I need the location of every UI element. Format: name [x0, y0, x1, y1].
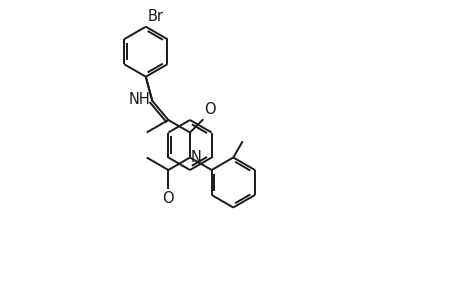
Text: Br: Br: [147, 9, 163, 24]
Text: O: O: [204, 102, 215, 117]
Text: O: O: [162, 191, 174, 206]
Text: N: N: [190, 150, 202, 165]
Text: NH: NH: [128, 92, 150, 107]
